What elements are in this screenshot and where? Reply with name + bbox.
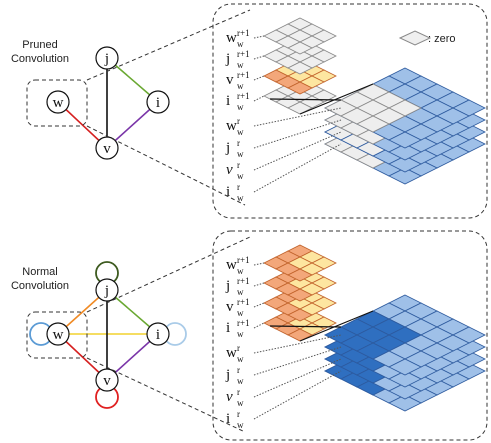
layer-base: j (225, 278, 230, 294)
layer-sup: r+1 (237, 276, 250, 286)
layer-sup: r+1 (237, 255, 250, 265)
leader-line (254, 283, 264, 286)
layer-base: j (225, 51, 230, 67)
layer-sup: r (237, 160, 240, 170)
layer-sub: w (237, 39, 244, 49)
layer-sup: r+1 (237, 28, 250, 38)
node-label: i (156, 95, 160, 111)
leader-line (254, 144, 341, 192)
layer-sub: w (237, 354, 244, 364)
layer-base: v (226, 389, 233, 405)
layer-base: w (226, 345, 237, 361)
layer-sub: w (237, 376, 244, 386)
layer-sub: w (237, 60, 244, 70)
layer-sub: w (237, 193, 244, 203)
layer-sup: r (237, 365, 240, 375)
layer-sup: r (237, 116, 240, 126)
layer-base: w (226, 257, 237, 273)
leader-line (254, 36, 264, 38)
layer-sup: r (237, 182, 240, 192)
leader-line (254, 263, 264, 265)
layer-sub: w (237, 171, 244, 181)
layer-sub: w (237, 420, 244, 430)
layer-sup: r (237, 138, 240, 148)
layer-sub: w (237, 102, 244, 112)
leader-line (254, 56, 264, 59)
leader-line (254, 303, 264, 307)
leader-line (254, 323, 264, 328)
node-label: v (103, 373, 111, 389)
layer-sup: r+1 (237, 70, 250, 80)
layer-sup: r+1 (237, 49, 250, 59)
node-label: i (156, 327, 160, 343)
node-label: j (104, 51, 109, 67)
node-label: w (53, 95, 64, 111)
layer-base: i (226, 184, 230, 200)
leader-line (254, 371, 341, 419)
layer-sup: r+1 (237, 297, 250, 307)
panel-title: Pruned (22, 39, 57, 51)
node-label: j (104, 283, 109, 299)
layer-sub: w (237, 308, 244, 318)
legend-label: : zero (428, 33, 456, 45)
panel-title: Convolution (11, 280, 69, 292)
legend-swatch (400, 31, 430, 45)
diagram: PrunedConvolutionjiwvwr+1wjr+1wvr+1wir+1… (0, 0, 491, 443)
layer-sub: w (237, 398, 244, 408)
layer-sup: r (237, 343, 240, 353)
layer-base: v (226, 72, 234, 88)
layer-sub: w (237, 287, 244, 297)
layer-sub: w (237, 81, 244, 91)
layer-sup: r+1 (237, 318, 250, 328)
layer-base: v (226, 299, 234, 315)
layer-base: w (226, 118, 237, 134)
layer-sub: w (237, 149, 244, 159)
layer-base: i (226, 411, 230, 427)
layer-sup: r (237, 409, 240, 419)
layer-base: w (226, 30, 237, 46)
layer-base: j (225, 140, 230, 156)
layer-sup: r+1 (237, 91, 250, 101)
layer-base: v (226, 162, 233, 178)
panel-title: Normal (22, 266, 57, 278)
panel-title: Convolution (11, 53, 69, 65)
node-label: w (53, 327, 64, 343)
layer-base: j (225, 367, 230, 383)
leader-line (254, 76, 264, 80)
node-label: v (103, 141, 111, 157)
layer-base: i (226, 93, 230, 109)
layer-sub: w (237, 127, 244, 137)
layer-sub: w (237, 329, 244, 339)
leader-line (254, 96, 264, 101)
layer-sup: r (237, 387, 240, 397)
layer-base: i (226, 320, 230, 336)
layer-sub: w (237, 266, 244, 276)
